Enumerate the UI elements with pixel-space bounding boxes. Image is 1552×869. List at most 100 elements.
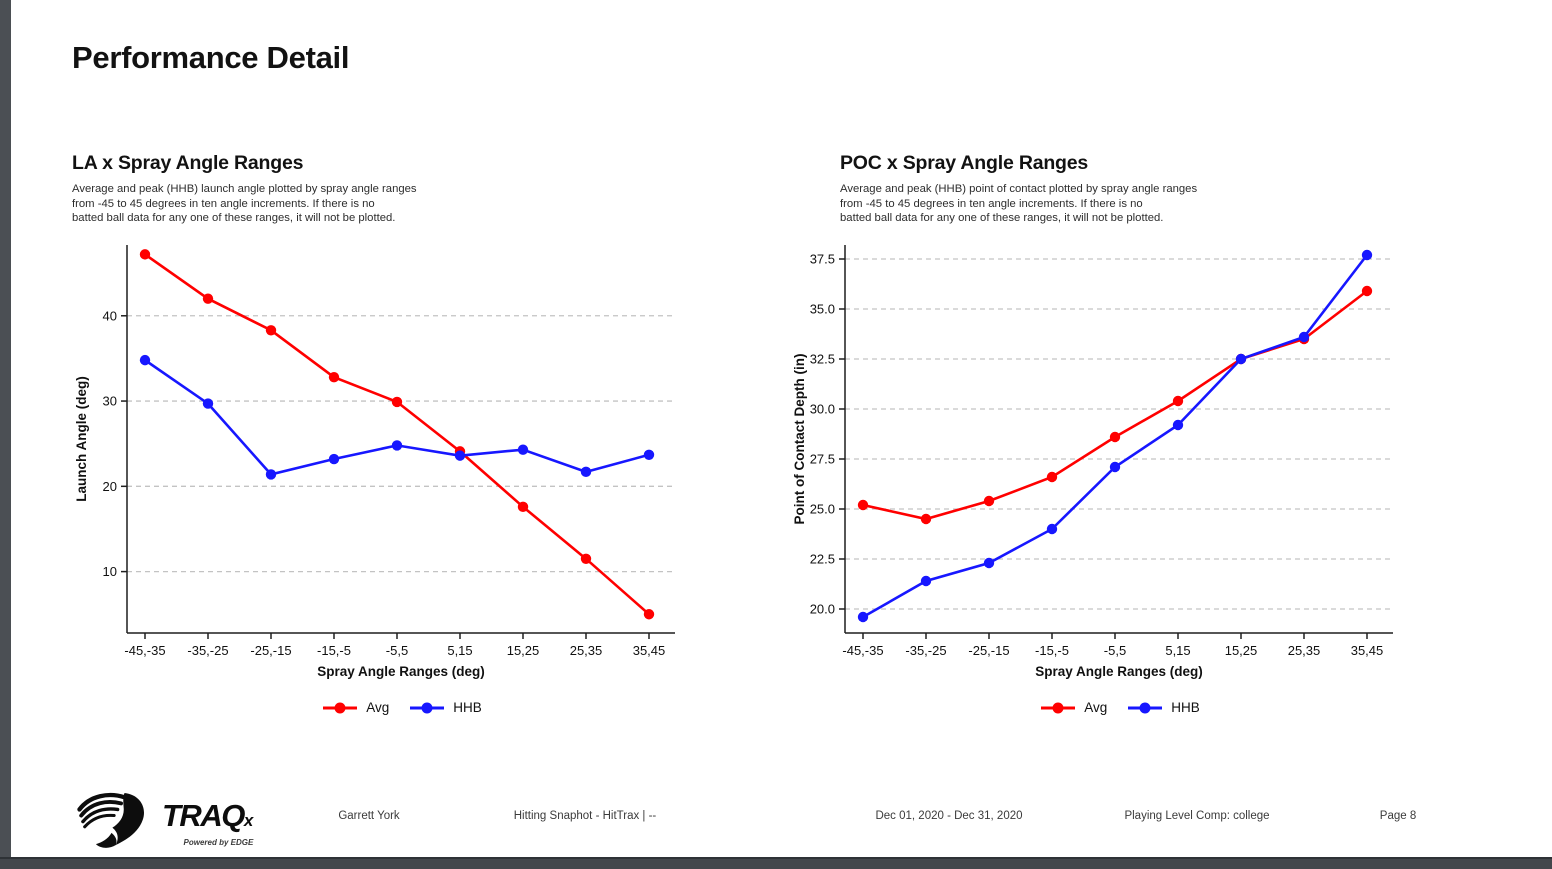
brand-tagline: Powered by EDGE bbox=[183, 838, 254, 847]
x-tick-label: 25,35 bbox=[570, 643, 603, 658]
y-tick-label: 22.5 bbox=[810, 552, 835, 567]
data-point-avg bbox=[983, 495, 995, 507]
chart-section-point-of-contact: POC x Spray Angle Ranges Average and pea… bbox=[792, 152, 1550, 762]
footer-player-name: Garrett York bbox=[338, 810, 400, 822]
x-tick-label: 35,45 bbox=[1351, 643, 1384, 658]
data-point-hhb bbox=[983, 557, 995, 569]
subtitle-line: Average and peak (HHB) launch angle plot… bbox=[72, 183, 417, 195]
avg-series-marker-icon bbox=[323, 702, 358, 713]
report-footer: TRAQx Powered by EDGE Garrett York Hitti… bbox=[0, 786, 1552, 856]
y-axis-title: Point of Contact Depth (in) bbox=[792, 354, 807, 525]
x-tick-label: -25,-15 bbox=[250, 643, 291, 658]
data-point-hhb bbox=[1235, 353, 1247, 365]
data-point-avg bbox=[1172, 395, 1184, 407]
hhb-series-marker-icon bbox=[1128, 702, 1163, 713]
legend-item-avg: Avg bbox=[1040, 700, 1107, 715]
legend-item-hhb: HHB bbox=[409, 700, 482, 715]
x-tick-label: -45,-35 bbox=[842, 643, 883, 658]
data-point-avg bbox=[1361, 285, 1373, 297]
x-tick-label: 5,15 bbox=[447, 643, 472, 658]
chart-title: POC x Spray Angle Ranges bbox=[840, 152, 1089, 174]
data-point-avg bbox=[857, 499, 869, 511]
x-tick-label: -15,-5 bbox=[317, 643, 351, 658]
point-of-contact-chart: 37.5 35.0 32.5 30.0 27.5 25.0 22.5 20.0 -45,-35 -… bbox=[792, 245, 1393, 679]
legend-label: HHB bbox=[453, 700, 482, 715]
x-axis-title: Spray Angle Ranges (deg) bbox=[1035, 664, 1203, 679]
y-axis-title: Launch Angle (deg) bbox=[74, 376, 89, 502]
data-point-hhb bbox=[1172, 419, 1184, 431]
x-tick-label: -45,-35 bbox=[124, 643, 165, 658]
subtitle-line: from -45 to 45 degrees in ten angle incr… bbox=[840, 197, 1143, 210]
legend-item-hhb: HHB bbox=[1127, 700, 1200, 715]
x-tick-label: 15,25 bbox=[1225, 643, 1258, 658]
subtitle-line: Average and peak (HHB) point of contact … bbox=[840, 183, 1198, 195]
traqx-logo: TRAQx Powered by EDGE bbox=[76, 786, 253, 852]
subtitle-line: batted ball data for any one of these ra… bbox=[72, 212, 396, 225]
data-point-hhb bbox=[580, 466, 592, 478]
data-point-avg bbox=[391, 396, 403, 408]
data-point-avg bbox=[580, 553, 592, 565]
legend-item-avg: Avg bbox=[322, 700, 389, 715]
brand-name: TRAQ bbox=[162, 798, 245, 833]
data-point-avg bbox=[1109, 431, 1121, 443]
y-tick-label: 20.0 bbox=[810, 602, 835, 617]
x-tick-label: 15,25 bbox=[507, 643, 540, 658]
legend-label: Avg bbox=[366, 700, 390, 715]
data-point-hhb bbox=[643, 449, 655, 460]
data-point-avg bbox=[517, 501, 529, 512]
x-axis-title: Spray Angle Ranges (deg) bbox=[317, 664, 485, 679]
y-tick-label: 37.5 bbox=[810, 252, 835, 267]
chart-legend: Avg HHB bbox=[790, 700, 1450, 715]
x-tick-label: -15,-5 bbox=[1035, 643, 1069, 658]
data-point-avg bbox=[1046, 471, 1058, 483]
footer-date-range: Dec 01, 2020 - Dec 31, 2020 bbox=[875, 810, 1023, 822]
page-title: Performance Detail bbox=[72, 40, 350, 75]
data-point-hhb bbox=[1298, 331, 1310, 343]
data-point-hhb bbox=[1046, 523, 1058, 535]
traqx-swoosh-icon bbox=[77, 792, 145, 848]
data-point-hhb bbox=[517, 444, 529, 455]
x-tick-label: -35,-25 bbox=[187, 643, 228, 658]
data-point-hhb bbox=[328, 453, 340, 465]
series-line-avg bbox=[144, 253, 650, 616]
data-point-hhb bbox=[1361, 249, 1373, 261]
y-tick-label: 30 bbox=[103, 394, 117, 409]
legend-label: Avg bbox=[1084, 700, 1108, 715]
avg-series-marker-icon bbox=[1041, 702, 1076, 713]
y-tick-label: 25.0 bbox=[810, 502, 835, 517]
x-tick-label: -5,5 bbox=[386, 643, 408, 658]
data-point-avg bbox=[265, 325, 277, 336]
y-tick-label: 20 bbox=[103, 479, 117, 494]
data-point-hhb bbox=[920, 575, 932, 587]
y-tick-label: 40 bbox=[103, 308, 117, 323]
chart-subtitle: Average and peak (HHB) point of contact … bbox=[840, 182, 1550, 226]
footer-report-name: Hitting Snaphot - HitTrax | -- bbox=[513, 810, 657, 822]
footer-comp-level: Playing Level Comp: college bbox=[1124, 810, 1270, 822]
data-point-avg bbox=[920, 513, 932, 525]
x-tick-label: 5,15 bbox=[1165, 643, 1190, 658]
data-point-hhb bbox=[857, 611, 869, 623]
y-tick-label: 32.5 bbox=[810, 352, 835, 367]
y-tick-label: 30.0 bbox=[810, 402, 835, 417]
x-tick-label: -25,-15 bbox=[968, 643, 1009, 658]
x-tick-label: -35,-25 bbox=[905, 643, 946, 658]
data-point-avg bbox=[328, 371, 340, 383]
data-point-hhb bbox=[265, 469, 277, 480]
data-point-hhb bbox=[202, 398, 214, 409]
subtitle-line: batted ball data for any one of these ra… bbox=[840, 212, 1164, 225]
viewer-bottom-edge bbox=[0, 857, 1552, 869]
data-point-avg bbox=[139, 249, 151, 260]
data-point-hhb bbox=[391, 440, 403, 451]
hhb-series-marker-icon bbox=[410, 702, 445, 713]
viewer-left-edge bbox=[0, 0, 11, 869]
data-point-hhb bbox=[139, 354, 151, 366]
series-line-avg bbox=[862, 289, 1368, 521]
chart-subtitle: Average and peak (HHB) launch angle plot… bbox=[72, 182, 782, 226]
x-tick-label: -5,5 bbox=[1104, 643, 1126, 658]
x-tick-label: 35,45 bbox=[633, 643, 666, 658]
chart-title: LA x Spray Angle Ranges bbox=[72, 152, 304, 174]
data-point-hhb bbox=[454, 450, 466, 461]
data-point-avg bbox=[202, 293, 214, 304]
brand-suffix: x bbox=[243, 811, 254, 830]
y-tick-label: 10 bbox=[103, 564, 117, 579]
